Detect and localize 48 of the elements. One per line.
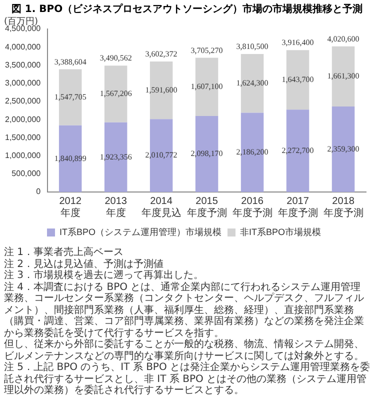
legend-label: 非IT系BPO市場規模 [240, 226, 322, 237]
data-label: 1,607,100 [190, 82, 223, 91]
total-label: 3,810,500 [236, 42, 268, 52]
y-tick-label: 1,000,000 [4, 150, 42, 160]
y-tick-label: 500,000 [12, 169, 42, 178]
data-label: 1,547,705 [54, 92, 86, 102]
x-tick-label: 2018 年度予測 [323, 196, 364, 219]
text: 注 5．上記 BPO のうち、IT 系 BPO とは発注企業からシステム運用管理業務を委託され代行するサービスとし、非 IT 系 BPO とはその他の業務（システム運用管理以外の業務）を委託され代行するサービスとする。 [4, 362, 370, 396]
y-tick-label: 3,000,000 [4, 78, 42, 88]
total-label: 3,388,604 [54, 57, 86, 66]
x-tick-label: 2015 年度予測 [186, 196, 227, 219]
data-label: 1,591,600 [145, 85, 178, 94]
y-tick-label: 0 [36, 187, 42, 196]
data-label: 2,272,700 [282, 146, 314, 155]
total-label: 4,020,600 [327, 34, 360, 44]
data-label: 1,661,300 [327, 72, 360, 81]
y-axis-title: (百万円) [4, 16, 38, 27]
text: 注 2．見込は見込値、予測は予測値 [4, 258, 165, 270]
y-tick-label: 2,000,000 [4, 114, 42, 124]
data-label: 1,624,300 [236, 78, 268, 88]
data-label: 1,840,899 [54, 154, 86, 163]
legend-label: IT系BPO（システム運用管理）市場規模 [59, 226, 222, 237]
data-label: 2,359,300 [327, 144, 360, 154]
data-label: 1,567,206 [100, 89, 132, 98]
y-tick-label: 4,500,000 [4, 24, 42, 34]
x-tick-label: 2017 年度予測 [278, 196, 318, 219]
y-tick-label: 2,500,000 [4, 96, 42, 106]
data-label: 2,098,170 [190, 149, 223, 158]
total-label: 3,490,562 [100, 54, 132, 63]
data-label: 2,186,200 [236, 148, 268, 156]
text: 注 3．市場規模を過去に遡って再算出した。 [4, 270, 205, 282]
x-tick-label: 2016 年度予測 [232, 196, 272, 219]
x-tick-label: 2014 年度見込 [141, 196, 182, 219]
total-label: 3,705,270 [190, 46, 223, 55]
data-label: 1,923,356 [100, 152, 132, 162]
y-tick-label: 4,000,000 [4, 42, 42, 52]
total-label: 3,916,400 [282, 38, 314, 48]
total-label: 3,602,372 [145, 50, 178, 59]
text: 注 4．本調査における BPO とは、通常企業内部にて行われるシステム運用管理業務、コールセンター系業務（コンタクトセンター、ヘルプデスク、フルフィルメント）、間接部門系業務（人事、福利厚生、総務、経理）、直接部門系業務（購買・調達、営業、コア部門専属業務、業界固有業務）などの業務を発注企業から業務委託を受けて代行するサービスを指す。 [4, 282, 365, 338]
y-tick-label: 3,500,000 [4, 60, 42, 70]
data-label: 1,643,700 [282, 75, 314, 84]
text: 注 1．事業者売上高ベース [4, 247, 125, 258]
x-tick-label: 2013 年度 [104, 196, 128, 219]
chart-title: 図 1. BPO（ビジネスプロセスアウトソーシング）市場の市場規模推移と予測 [10, 2, 364, 15]
data-label: 2,010,772 [145, 150, 178, 160]
y-tick-label: 1,500,000 [4, 132, 42, 142]
text: 但し、従来から外部に委託することが一般的な税務、物流、情報システム開発、ビルメンテナンスなどの専門的な事業所向けサービスに関しては対象外とする。 [4, 339, 365, 362]
x-tick-label: 2012 年度 [59, 196, 82, 219]
